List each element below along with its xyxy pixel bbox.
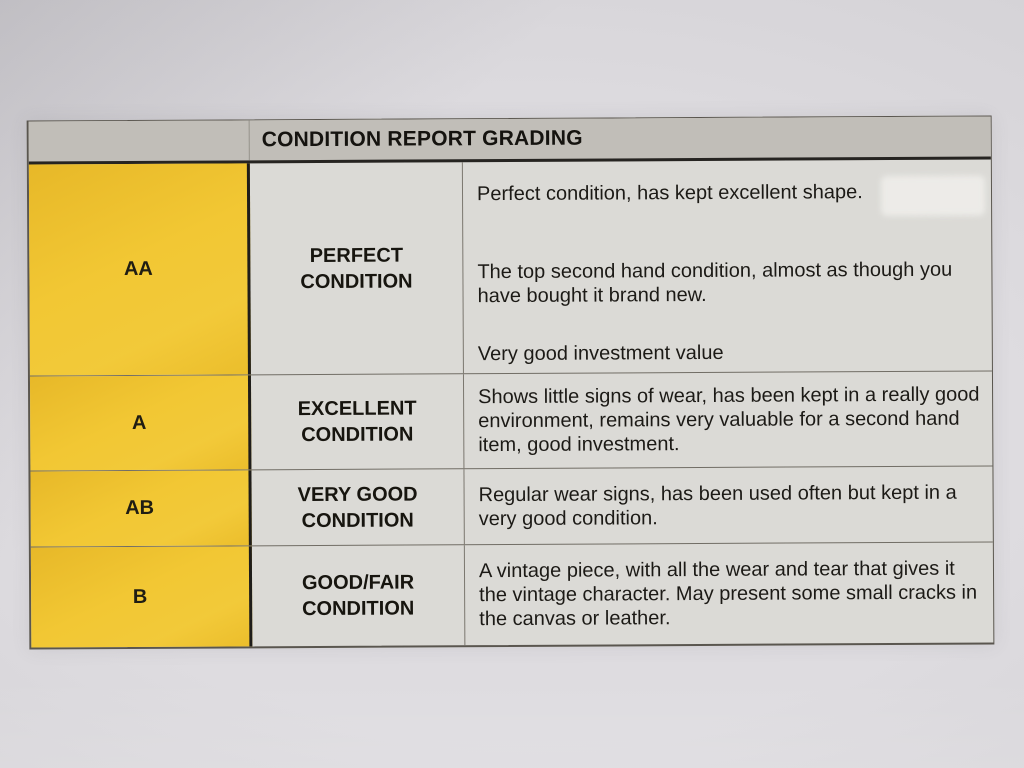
description-paragraph: A vintage piece, with all the wear and t… bbox=[478, 557, 978, 631]
label-line: CONDITION bbox=[302, 597, 415, 621]
description-paragraph: The top second hand condition, almost as… bbox=[477, 258, 953, 308]
header-corner-cell bbox=[28, 120, 250, 162]
description-cell-a: Shows little signs of wear, has been kep… bbox=[464, 371, 992, 468]
correction-fluid-patch bbox=[880, 175, 986, 217]
table-header-row: CONDITION REPORT GRADING bbox=[28, 116, 991, 165]
label-cell-ab: VERY GOOD CONDITION bbox=[251, 469, 465, 546]
grade-cell-aa: AA bbox=[28, 163, 251, 376]
label-line: EXCELLENT bbox=[297, 397, 417, 421]
description-cell-ab: Regular wear signs, has been used often … bbox=[464, 466, 992, 544]
grade-cell-b: B bbox=[30, 546, 253, 648]
description-cell-b: A vintage piece, with all the wear and t… bbox=[465, 542, 994, 645]
table-row-aa: AA PERFECT CONDITION Perfect condition, … bbox=[28, 159, 992, 377]
description-paragraph: Shows little signs of wear, has been kep… bbox=[478, 383, 980, 457]
label-cell-aa: PERFECT CONDITION bbox=[249, 162, 464, 375]
label-line: CONDITION bbox=[300, 270, 413, 293]
label-line: PERFECT bbox=[309, 244, 404, 267]
label-line: GOOD/FAIR bbox=[301, 571, 415, 595]
label-line: CONDITION bbox=[301, 509, 414, 532]
description-paragraph: Very good investment value bbox=[477, 341, 724, 366]
grade-cell-ab: AB bbox=[30, 470, 252, 547]
label-line: CONDITION bbox=[301, 423, 414, 447]
condition-grading-table: CONDITION REPORT GRADING AA PERFECT COND… bbox=[26, 115, 995, 650]
label-cell-b: GOOD/FAIR CONDITION bbox=[251, 545, 466, 647]
table-row-ab: AB VERY GOOD CONDITION Regular wear sign… bbox=[30, 466, 993, 548]
description-cell-aa: Perfect condition, has kept excellent sh… bbox=[463, 159, 992, 373]
grade-cell-a: A bbox=[29, 375, 252, 471]
table-title: CONDITION REPORT GRADING bbox=[261, 126, 583, 152]
table-row-b: B GOOD/FAIR CONDITION A vintage piece, w… bbox=[30, 542, 994, 648]
label-line: VERY GOOD bbox=[297, 482, 418, 506]
label-cell-a: EXCELLENT CONDITION bbox=[250, 374, 465, 470]
description-paragraph: Regular wear signs, has been used often … bbox=[478, 481, 957, 530]
table-row-a: A EXCELLENT CONDITION Shows little signs… bbox=[29, 371, 993, 472]
